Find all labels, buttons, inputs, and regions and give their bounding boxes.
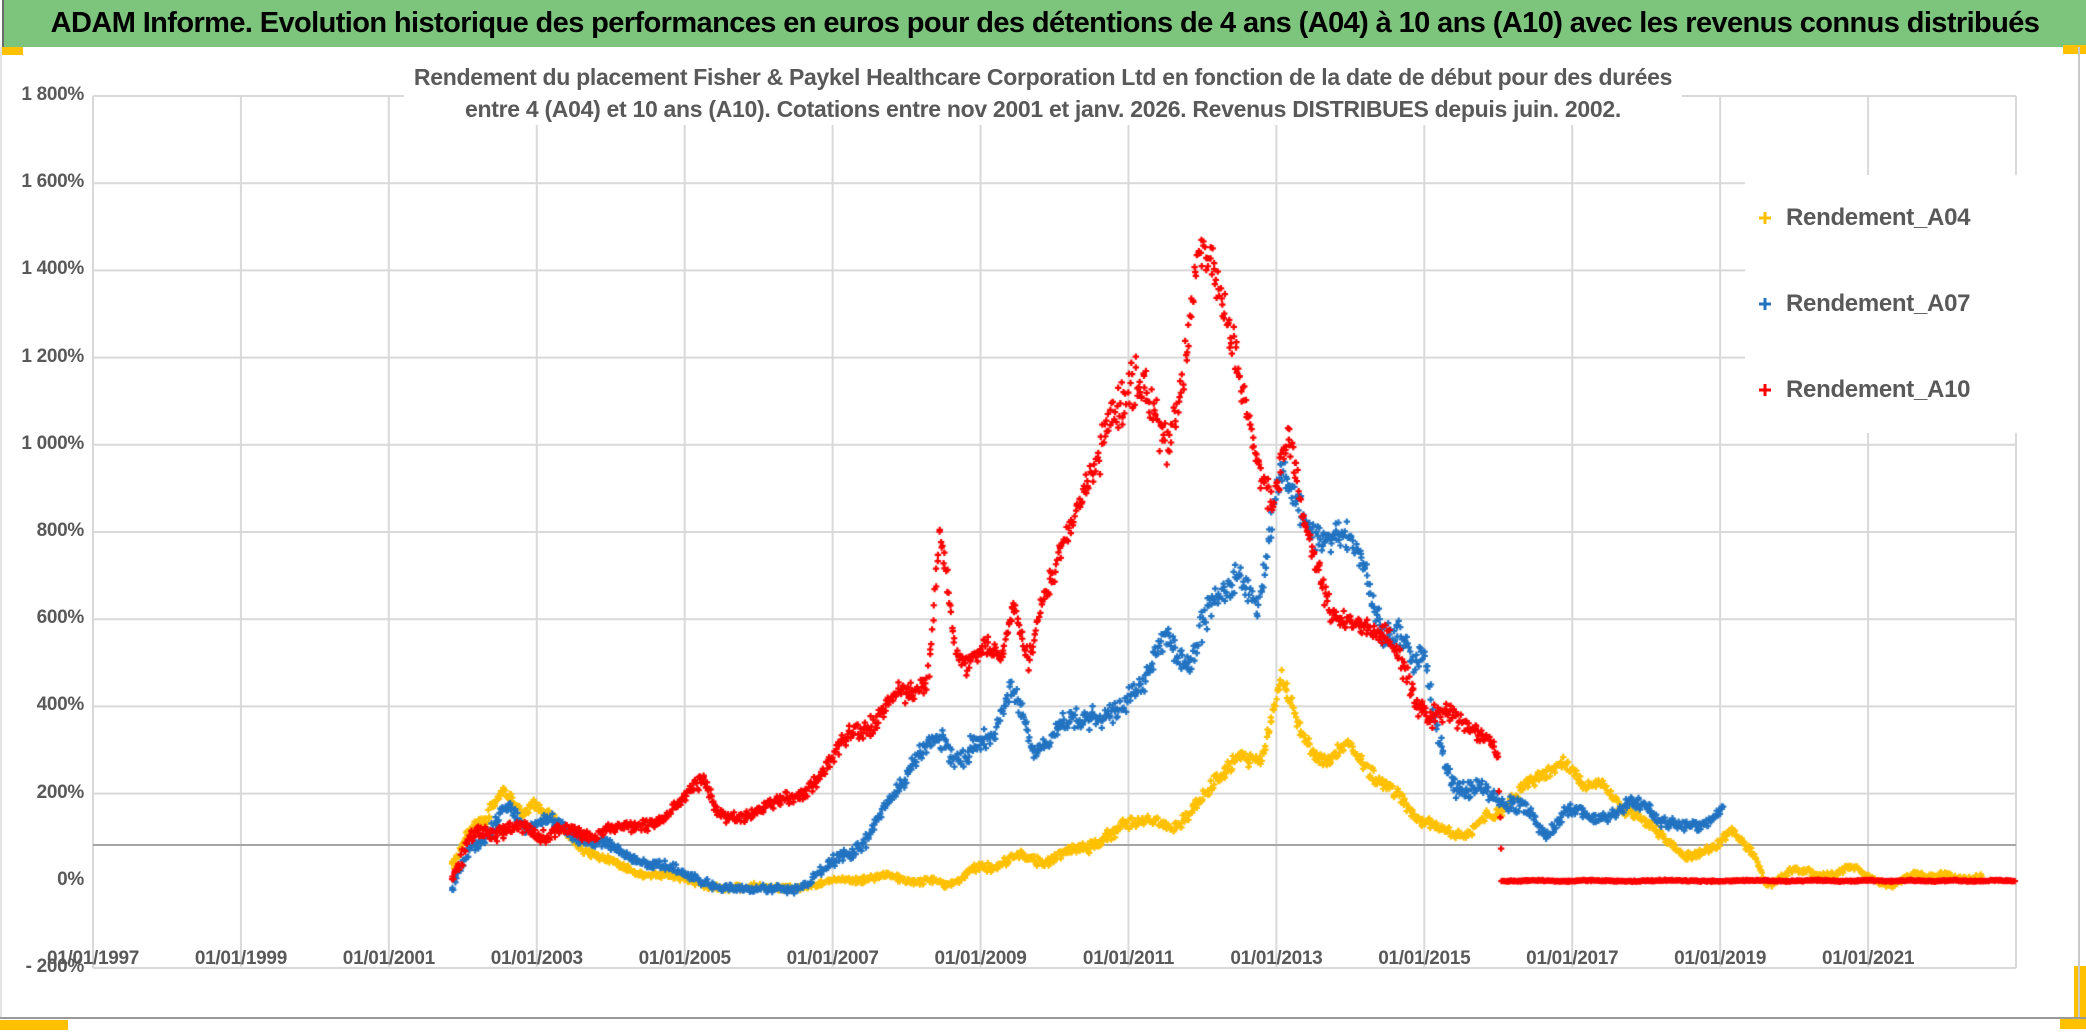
x-axis-tick: 01/01/2009	[934, 948, 1027, 969]
y-axis-tick: 200%	[36, 781, 85, 803]
x-axis-tick: 01/01/2003	[490, 948, 583, 969]
y-axis-tick: 400%	[36, 694, 85, 716]
y-axis-tick: 1 600%	[21, 171, 84, 193]
y-axis-tick: 1 800%	[21, 84, 84, 105]
y-axis-tick: 1 000%	[21, 432, 84, 454]
x-axis-tick: 01/01/2001	[342, 948, 435, 969]
legend-label: Rendement_A10	[1786, 376, 1971, 403]
plus-marker-icon	[1759, 212, 1771, 224]
x-axis-tick: 01/01/2019	[1674, 948, 1767, 969]
chart-title-line2: entre 4 (A04) et 10 ans (A10). Cotations…	[465, 96, 1621, 122]
plus-marker-icon	[1759, 384, 1771, 396]
x-axis-tick: 01/01/2013	[1230, 948, 1323, 969]
plus-marker-icon	[1759, 298, 1771, 310]
x-axis-tick: 01/01/2021	[1822, 948, 1915, 969]
legend-label: Rendement_A07	[1786, 290, 1971, 317]
chart-title: Rendement du placement Fisher & Paykel H…	[403, 61, 1683, 125]
chart-title-line1: Rendement du placement Fisher & Paykel H…	[413, 64, 1673, 90]
y-axis-tick: 800%	[36, 520, 85, 541]
y-axis-tick: 0%	[57, 868, 84, 890]
x-axis-tick: 01/01/2011	[1082, 948, 1174, 969]
x-axis-tick: 01/01/2015	[1378, 948, 1471, 969]
x-axis-tick: 01/01/2007	[786, 948, 879, 969]
chart-legend: Rendement_A04 Rendement_A07 Rendement_A1…	[1745, 175, 2077, 433]
y-axis-tick: 1 200%	[21, 345, 84, 367]
x-axis-tick: 01/01/1997	[46, 948, 140, 969]
x-axis-tick: 01/01/1999	[194, 948, 287, 969]
y-axis-tick: 600%	[36, 607, 85, 629]
legend-item-rendement-a10[interactable]: Rendement_A10	[1745, 376, 2077, 404]
y-axis-tick: 1 400%	[21, 258, 84, 280]
x-axis-tick: 01/01/2017	[1526, 948, 1619, 969]
x-axis-tick: 01/01/2005	[638, 948, 731, 969]
legend-item-rendement-a07[interactable]: Rendement_A07	[1745, 290, 2077, 318]
legend-label: Rendement_A04	[1786, 204, 1971, 231]
legend-item-rendement-a04[interactable]: Rendement_A04	[1745, 204, 2077, 232]
